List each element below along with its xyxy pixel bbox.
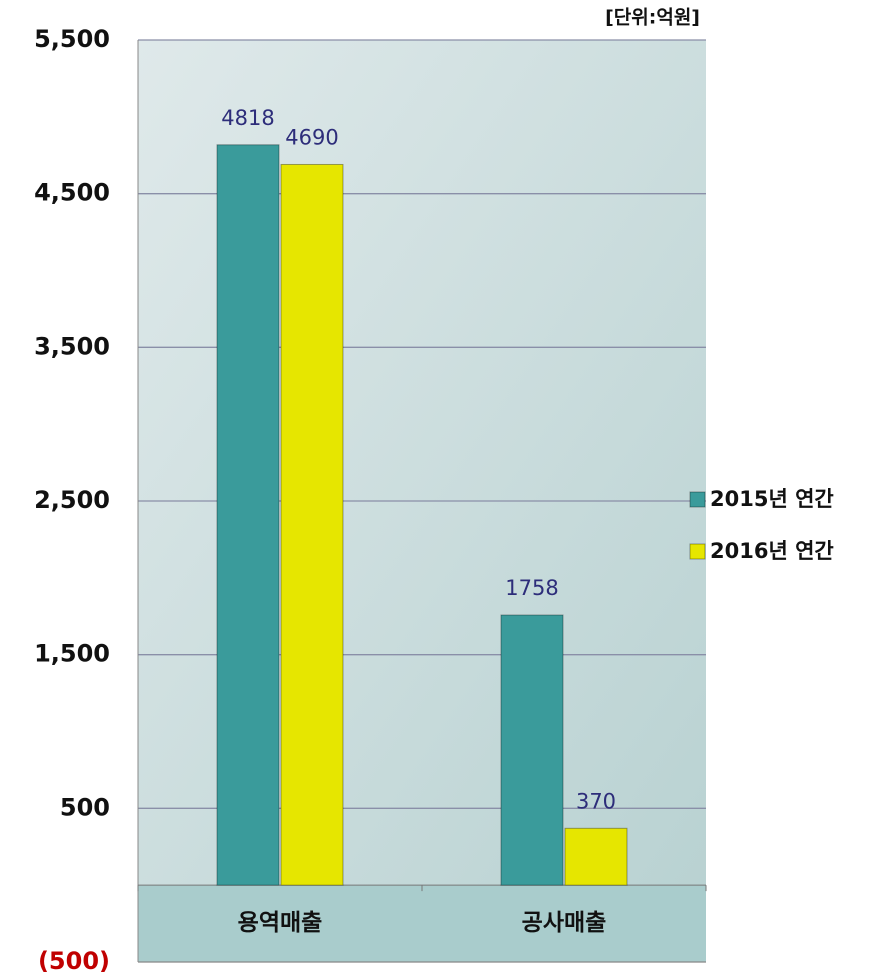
value-label: 370: [576, 789, 616, 813]
legend-label: 2015년 연간: [710, 487, 834, 511]
value-label: 4818: [221, 106, 274, 130]
value-label: 4690: [285, 125, 338, 149]
y-tick-label: 1,500: [34, 640, 110, 668]
bar: [564, 827, 628, 886]
bar: [280, 163, 344, 886]
x-tick-label: 공사매출: [522, 910, 607, 936]
bar: [500, 614, 564, 886]
y-tick-label: 5,500: [34, 25, 110, 53]
legend-label: 2016년 연간: [710, 539, 834, 563]
y-tick-label: 4,500: [34, 179, 110, 207]
y-tick-label: 3,500: [34, 332, 110, 360]
value-label: 1758: [505, 576, 558, 600]
unit-label: [단위:억원]: [605, 7, 700, 29]
bar: [216, 144, 280, 886]
legend-swatch: [689, 491, 706, 508]
legend-swatch: [689, 543, 706, 560]
x-tick-label: 용역매출: [238, 910, 323, 936]
y-tick-label: 500: [60, 793, 110, 821]
y-tick-label: 2,500: [34, 486, 110, 514]
category-band: [138, 885, 706, 962]
y-tick-label: (500): [38, 947, 110, 975]
